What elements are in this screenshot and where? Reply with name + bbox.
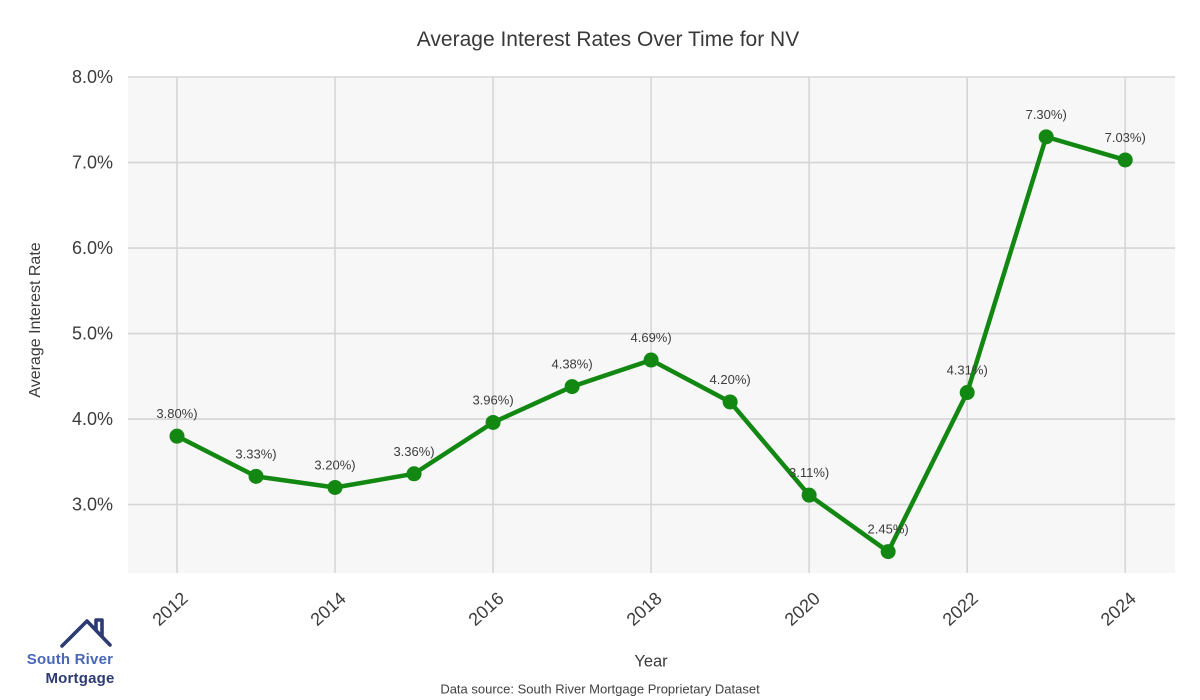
x-tick-label: 2018 (623, 588, 666, 630)
data-point-marker (564, 379, 580, 395)
data-point-label: 3.80%) (156, 406, 197, 421)
data-point-marker (485, 414, 501, 430)
x-tick-label: 2024 (1097, 588, 1140, 630)
data-point-marker (327, 479, 343, 495)
data-point-label: 7.03%) (1105, 130, 1146, 145)
x-tick-label: 2022 (939, 588, 982, 630)
data-point-label: 3.20%) (314, 457, 355, 472)
data-point-label: 4.31%) (947, 363, 988, 378)
data-point-marker (801, 487, 817, 503)
y-tick-label: 4.0% (72, 409, 113, 429)
y-tick-label: 8.0% (72, 67, 113, 87)
logo-text-line1: South River (26, 651, 114, 668)
data-point-label: 7.30%) (1026, 107, 1067, 122)
x-tick-label: 2020 (781, 588, 824, 630)
y-tick-label: 5.0% (72, 324, 113, 344)
chart-title: Average Interest Rates Over Time for NV (416, 28, 800, 51)
data-point-label: 4.20%) (710, 372, 751, 387)
data-point-marker (1038, 129, 1054, 145)
data-point-label: 3.11%) (789, 465, 829, 480)
chimney-line (94, 618, 104, 638)
data-point-marker (1117, 152, 1133, 168)
x-axis-title: Year (634, 652, 668, 671)
data-point-label: 4.69%) (631, 330, 672, 345)
y-tick-label: 7.0% (72, 153, 113, 173)
data-point-marker (169, 428, 185, 444)
data-point-marker (406, 466, 422, 482)
south-river-mortgage-logo: South River Mortgage (24, 614, 120, 692)
data-source-note: Data source: South River Mortgage Propri… (440, 681, 760, 697)
data-point-marker (248, 468, 264, 484)
x-tick-label: 2014 (307, 588, 350, 630)
house-roof-icon (60, 618, 112, 648)
x-tick-label: 2016 (465, 588, 508, 630)
data-point-marker (722, 394, 738, 410)
data-point-marker (643, 352, 659, 368)
data-point-label: 3.33%) (235, 446, 276, 461)
data-point-label: 4.38%) (551, 357, 592, 372)
data-point-marker (959, 385, 975, 401)
data-point-label: 3.36%) (393, 444, 434, 459)
data-point-marker (880, 544, 896, 560)
y-tick-label: 6.0% (72, 238, 113, 258)
data-point-label: 3.96%) (472, 392, 513, 407)
y-tick-label: 3.0% (72, 495, 113, 515)
logo-text-line2: Mortgage (45, 670, 115, 687)
data-point-label: 2.45%) (868, 522, 909, 537)
x-tick-label: 2012 (149, 588, 192, 630)
